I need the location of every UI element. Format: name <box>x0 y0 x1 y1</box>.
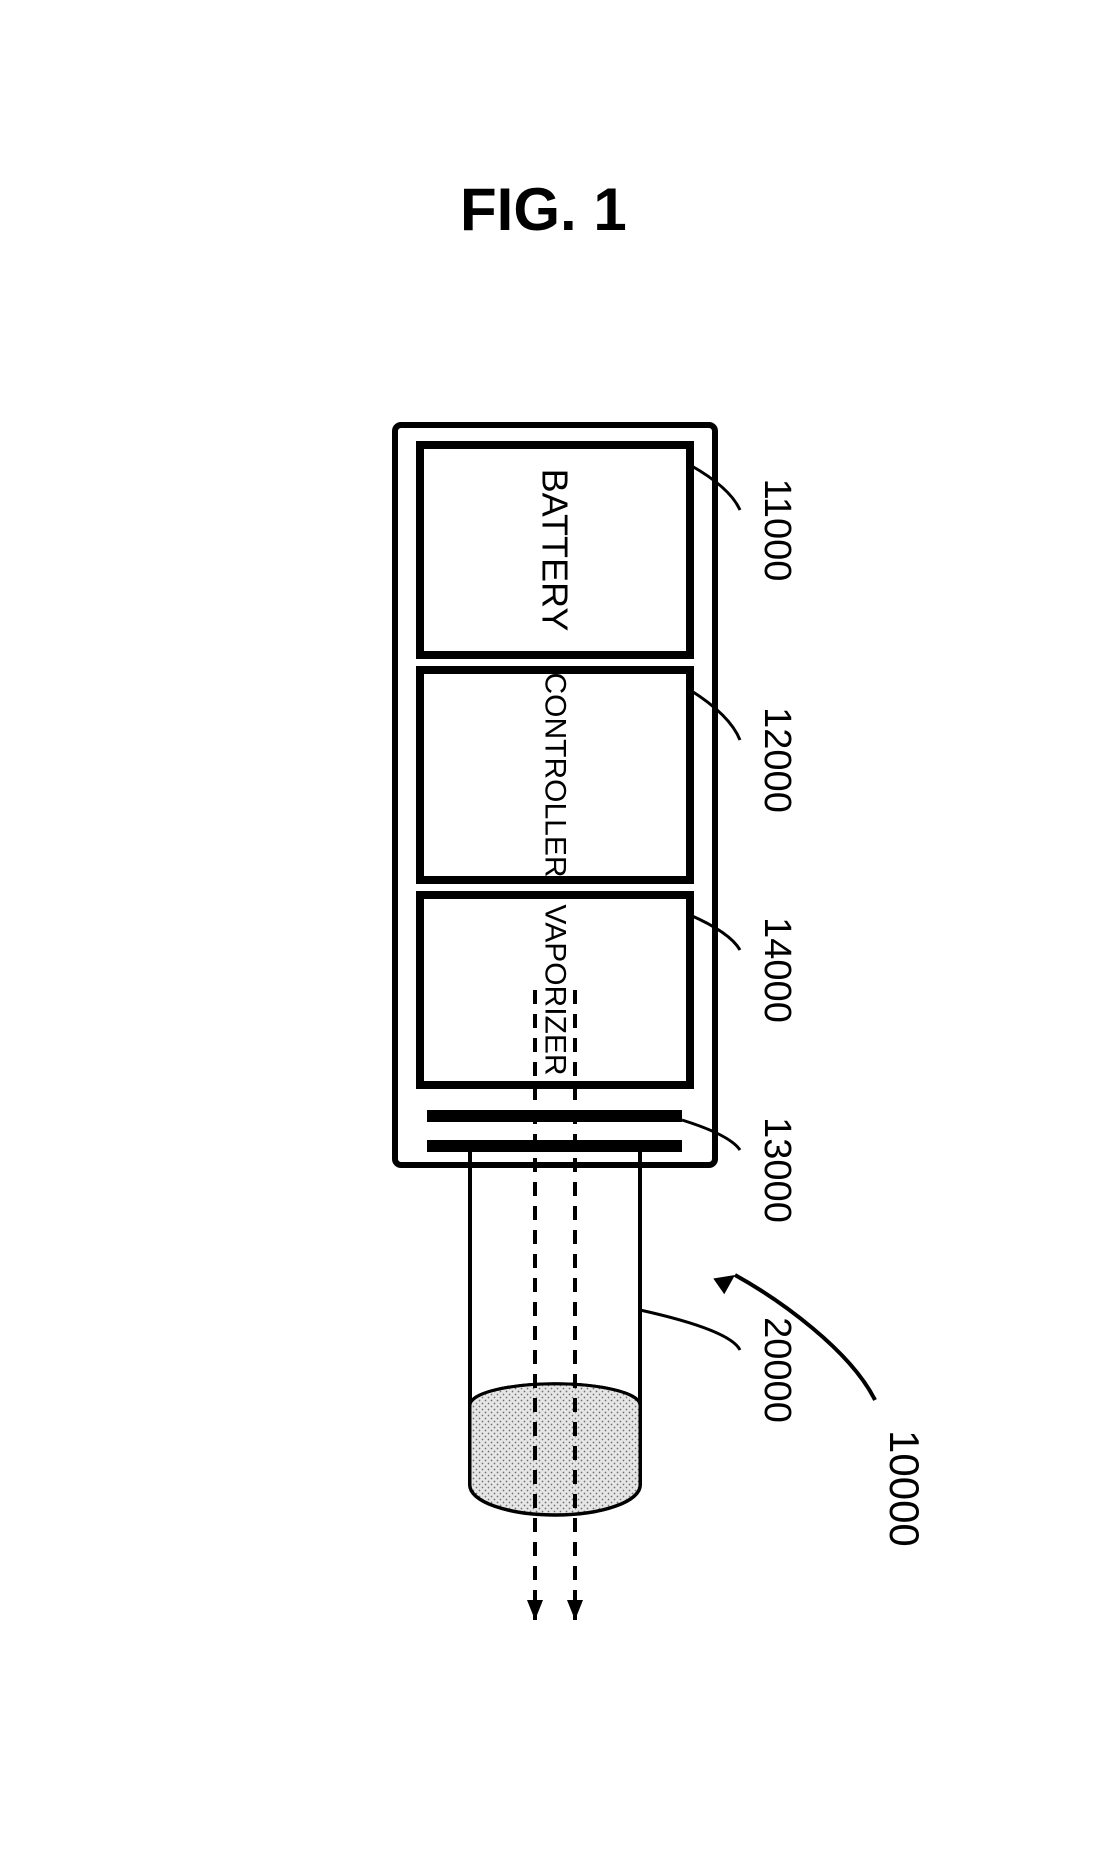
callout-12000: 12000 <box>756 707 798 813</box>
battery-label: BATTERY <box>535 469 576 632</box>
pointer-10000-curve <box>735 1275 875 1400</box>
callout-13000: 13000 <box>756 1117 798 1223</box>
label-10000: 10000 <box>881 1430 928 1547</box>
diagram-root: BATTERY CONTROLLER VAPORIZER 11000 12000 1400… <box>395 425 928 1620</box>
diagram-svg: BATTERY CONTROLLER VAPORIZER 11000 12000 1400… <box>0 0 1110 1851</box>
callout-leader-13000 <box>682 1120 740 1150</box>
pointer-10000-arrow <box>713 1275 735 1294</box>
flow-arrow-1 <box>527 1600 543 1620</box>
cartridge-tip <box>470 1384 640 1515</box>
callout-14000: 14000 <box>756 917 798 1023</box>
callout-leader-20000 <box>640 1310 740 1350</box>
vaporizer-label: VAPORIZER <box>539 904 572 1075</box>
callout-11000: 11000 <box>756 479 798 582</box>
callout-20000: 20000 <box>756 1317 798 1423</box>
heater-bar-0 <box>427 1110 682 1122</box>
controller-label: CONTROLLER <box>539 672 572 877</box>
flow-arrow-0 <box>567 1600 583 1620</box>
